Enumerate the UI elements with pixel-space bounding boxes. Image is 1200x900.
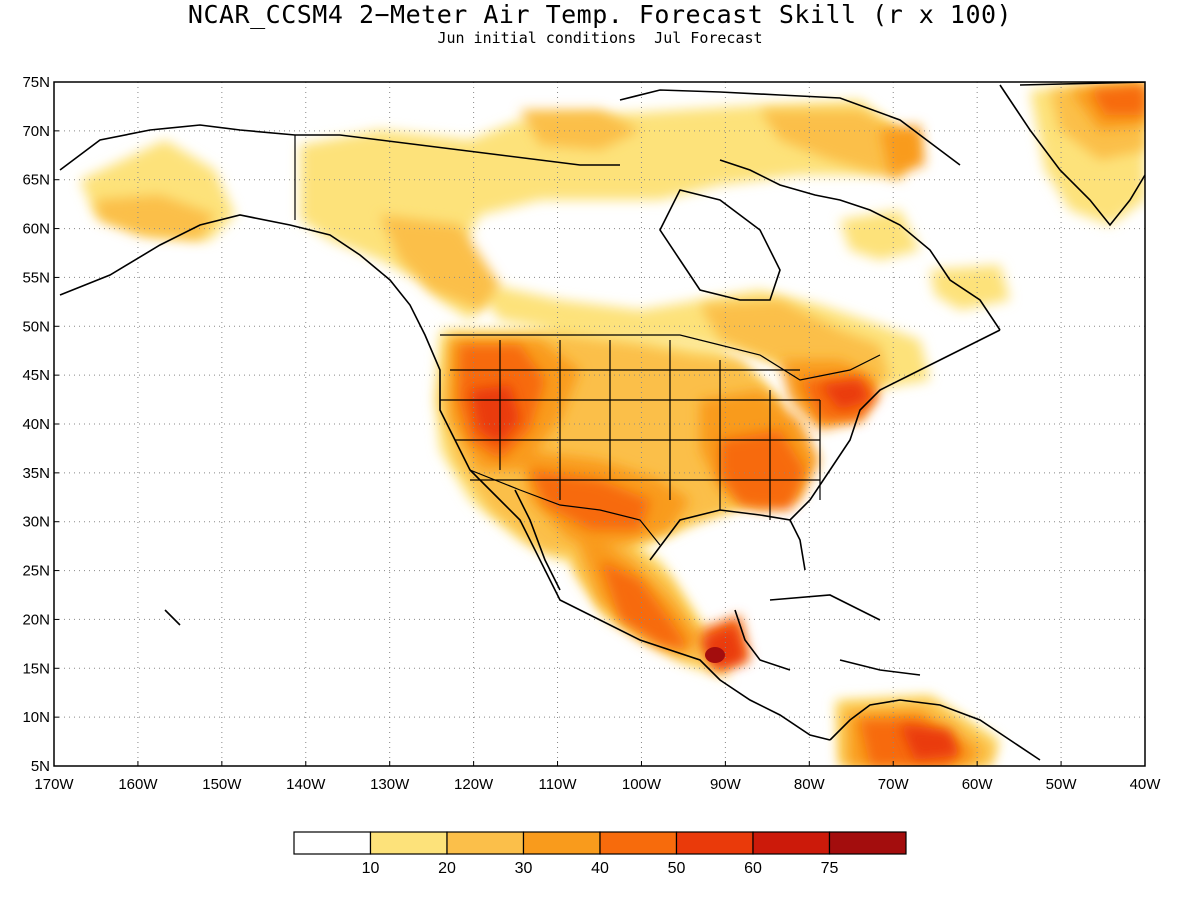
lat-tick-label: 40N (22, 416, 50, 433)
lat-tick-label: 20N (22, 611, 50, 628)
lon-tick-label: 160W (118, 776, 158, 793)
lon-tick-label: 60W (962, 776, 994, 793)
political-borders (294, 135, 881, 546)
lon-tick-label: 100W (622, 776, 662, 793)
colorbar-label: 10 (362, 860, 380, 877)
colorbar-swatch (522, 831, 601, 855)
colorbar-label: 30 (515, 860, 533, 877)
lat-tick-label: 50N (22, 318, 50, 335)
colorbar: 10 20 30 40 50 60 75 (293, 831, 907, 877)
skill-75-plus (705, 647, 725, 663)
lon-tick-label: 130W (370, 776, 410, 793)
lat-axis-labels: 5N 10N 15N 20N 25N 30N 35N 40N 45N 50N 55N 60N 65N 70… (22, 74, 59, 775)
lon-tick-label: 110W (538, 776, 577, 793)
lat-tick-label: 30N (22, 514, 50, 531)
lon-axis-labels: 170W 160W 150W 140W 130W 120W 110W 100W 90W 80W 70… (34, 761, 1161, 793)
lon-tick-label: 170W (34, 776, 74, 793)
lon-tick-label: 80W (794, 776, 826, 793)
lon-tick-label: 140W (286, 776, 326, 793)
colorbar-label: 50 (668, 860, 686, 877)
lat-tick-label: 15N (22, 660, 50, 677)
lon-tick-label: 50W (1046, 776, 1078, 793)
lon-tick-label: 90W (710, 776, 742, 793)
colorbar-swatch (752, 831, 831, 855)
colorbar-swatch (369, 831, 448, 855)
lat-tick-label: 60N (22, 221, 50, 238)
lon-tick-label: 150W (202, 776, 242, 793)
chart-subtitle: Jun initial conditions Jul Forecast (437, 29, 763, 47)
colorbar-swatch (599, 831, 678, 855)
colorbar-swatch (446, 831, 525, 855)
chart-title: NCAR_CCSM4 2−Meter Air Temp. Forecast Sk… (187, 0, 1013, 29)
colorbar-swatch (675, 831, 754, 855)
lat-tick-label: 75N (22, 74, 50, 91)
coastlines (59, 82, 1145, 761)
colorbar-swatch (828, 831, 907, 855)
lat-tick-label: 45N (22, 367, 50, 384)
lat-tick-label: 10N (22, 709, 50, 726)
lat-tick-label: 65N (22, 172, 50, 189)
lat-tick-label: 70N (22, 123, 50, 140)
lon-tick-label: 40W (1130, 776, 1162, 793)
lat-tick-label: 35N (22, 465, 50, 482)
lon-tick-label: 120W (454, 776, 494, 793)
lat-tick-label: 25N (22, 563, 50, 580)
lat-tick-label: 5N (31, 758, 50, 775)
colorbar-label: 60 (744, 860, 762, 877)
colorbar-label: 40 (591, 860, 609, 877)
colorbar-label: 75 (821, 860, 839, 877)
colorbar-label: 20 (438, 860, 456, 877)
colorbar-swatch (293, 831, 372, 855)
lat-tick-label: 55N (22, 269, 50, 286)
lon-tick-label: 70W (878, 776, 910, 793)
